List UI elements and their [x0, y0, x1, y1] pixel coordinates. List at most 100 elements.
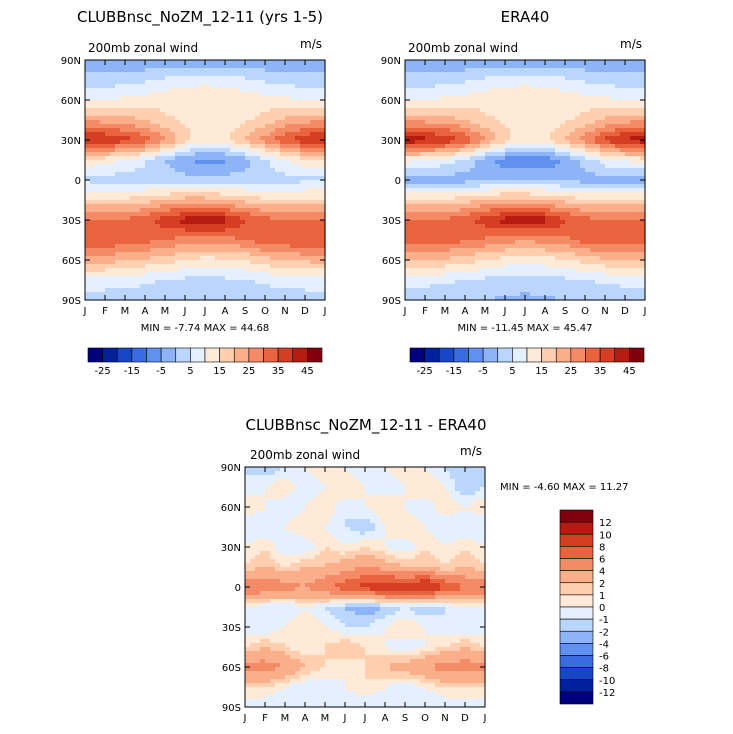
- heatmap-cell: [295, 236, 301, 241]
- heatmap-cell: [420, 196, 426, 201]
- heatmap-cell: [235, 92, 241, 97]
- heatmap-cell: [195, 104, 201, 109]
- heatmap-cell: [640, 168, 646, 173]
- heatmap-cell: [530, 92, 536, 97]
- heatmap-cell: [510, 192, 516, 197]
- heatmap-cell: [430, 224, 436, 229]
- heatmap-cell: [455, 156, 461, 161]
- heatmap-cell: [625, 208, 631, 213]
- heatmap-cell: [260, 176, 266, 181]
- heatmap-cell: [625, 172, 631, 177]
- heatmap-cell: [270, 148, 276, 153]
- heatmap-cell: [125, 88, 131, 93]
- heatmap-cell: [190, 124, 196, 129]
- heatmap-cell: [240, 288, 246, 293]
- heatmap-cell: [295, 268, 301, 273]
- heatmap-cell: [490, 184, 496, 189]
- heatmap-cell: [320, 280, 326, 285]
- heatmap-cell: [255, 152, 261, 157]
- heatmap-cell: [240, 264, 246, 269]
- heatmap-cell: [110, 292, 116, 297]
- heatmap-cell: [155, 216, 161, 221]
- heatmap-cell: [495, 128, 501, 133]
- heatmap-cell: [155, 220, 161, 225]
- heatmap-cell: [150, 128, 156, 133]
- heatmap-cell: [185, 124, 191, 129]
- heatmap-cell: [565, 64, 571, 69]
- heatmap-cell: [185, 68, 191, 73]
- heatmap-cell: [205, 228, 211, 233]
- heatmap-cell: [125, 268, 131, 273]
- heatmap-cell: [425, 224, 431, 229]
- heatmap-cell: [500, 152, 506, 157]
- heatmap-cell: [135, 92, 141, 97]
- heatmap-cell: [510, 64, 516, 69]
- heatmap-cell: [455, 204, 461, 209]
- heatmap-cell: [265, 128, 271, 133]
- heatmap-cell: [310, 176, 316, 181]
- heatmap-cell: [610, 100, 616, 105]
- heatmap-cell: [205, 176, 211, 181]
- heatmap-cell: [515, 156, 521, 161]
- heatmap-cell: [305, 160, 311, 165]
- heatmap-cell: [165, 296, 171, 301]
- heatmap-cell: [150, 256, 156, 261]
- heatmap-cell: [110, 276, 116, 281]
- heatmap-cell: [170, 232, 176, 237]
- heatmap-cell: [450, 220, 456, 225]
- heatmap-cell: [215, 156, 221, 161]
- heatmap-cell: [85, 236, 91, 241]
- heatmap-cell: [280, 144, 286, 149]
- heatmap-cell: [420, 88, 426, 93]
- heatmap-cell: [245, 64, 251, 69]
- heatmap-cell: [570, 220, 576, 225]
- heatmap-cell: [280, 120, 286, 125]
- heatmap-cell: [415, 128, 421, 133]
- heatmap-cell: [120, 188, 126, 193]
- heatmap-cell: [90, 80, 96, 85]
- heatmap-cell: [545, 212, 551, 217]
- heatmap-cell: [205, 288, 211, 293]
- heatmap-cell: [110, 60, 116, 65]
- heatmap-cell: [305, 244, 311, 249]
- heatmap-cell: [220, 284, 226, 289]
- heatmap-cell: [225, 132, 231, 137]
- heatmap-cell: [495, 112, 501, 117]
- heatmap-cell: [215, 188, 221, 193]
- heatmap-cell: [560, 88, 566, 93]
- heatmap-cell: [410, 192, 416, 197]
- heatmap-cell: [610, 200, 616, 205]
- heatmap-cell: [185, 84, 191, 89]
- heatmap-cell: [210, 144, 216, 149]
- heatmap-cell: [220, 292, 226, 297]
- heatmap-cell: [130, 248, 136, 253]
- heatmap-cell: [290, 128, 296, 133]
- heatmap-cell: [625, 84, 631, 89]
- heatmap-cell: [240, 112, 246, 117]
- heatmap-cell: [585, 124, 591, 129]
- heatmap-cell: [265, 268, 271, 273]
- heatmap-cell: [500, 136, 506, 141]
- heatmap-cell: [235, 260, 241, 265]
- heatmap-cell: [140, 104, 146, 109]
- heatmap-cell: [495, 176, 501, 181]
- heatmap-cell: [265, 60, 271, 65]
- heatmap-cell: [465, 172, 471, 177]
- heatmap-cell: [260, 284, 266, 289]
- heatmap-cell: [305, 188, 311, 193]
- heatmap-cell: [560, 100, 566, 105]
- heatmap-cell: [620, 136, 626, 141]
- heatmap-cell: [265, 140, 271, 145]
- heatmap-cell: [135, 220, 141, 225]
- heatmap-cell: [110, 224, 116, 229]
- heatmap-cell: [625, 128, 631, 133]
- heatmap-cell: [455, 172, 461, 177]
- heatmap-cell: [295, 92, 301, 97]
- heatmap-cell: [485, 164, 491, 169]
- heatmap-cell: [145, 192, 151, 197]
- heatmap-cell: [610, 160, 616, 165]
- heatmap-cell: [175, 188, 181, 193]
- heatmap-cell: [180, 144, 186, 149]
- heatmap-cell: [600, 140, 606, 145]
- heatmap-cell: [115, 72, 121, 77]
